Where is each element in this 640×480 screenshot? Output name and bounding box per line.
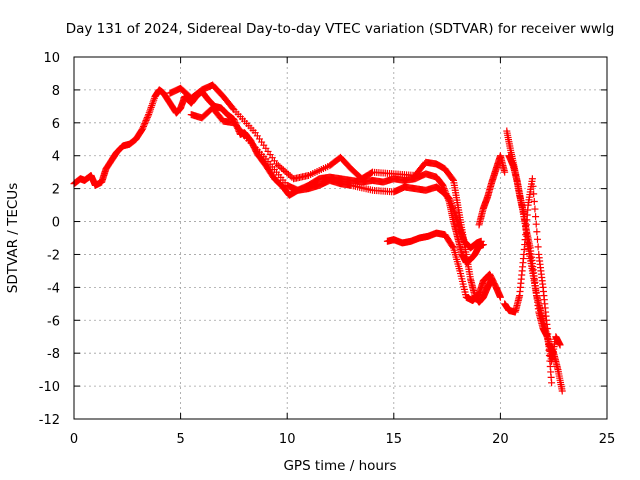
data-point xyxy=(273,160,281,168)
y-tick-label: -12 xyxy=(39,413,60,428)
x-tick-label: 25 xyxy=(599,432,616,447)
series-track-main xyxy=(70,86,487,267)
data-point xyxy=(276,163,284,171)
data-point xyxy=(141,118,149,126)
data-point xyxy=(279,166,287,174)
data-point xyxy=(284,170,292,178)
data-point xyxy=(142,117,150,125)
y-tick-label: 10 xyxy=(43,51,60,66)
data-point xyxy=(143,114,151,122)
y-tick-label: 4 xyxy=(52,150,60,165)
data-point xyxy=(447,198,455,206)
data-point xyxy=(529,182,537,190)
data-point xyxy=(530,190,538,198)
data-point xyxy=(141,119,149,127)
data-point xyxy=(144,112,152,120)
data-point xyxy=(501,168,509,176)
x-tick-label: 0 xyxy=(70,432,78,447)
data-point xyxy=(451,209,459,217)
data-point xyxy=(533,228,541,236)
data-point xyxy=(534,243,542,251)
y-tick-label: 0 xyxy=(52,216,60,231)
y-tick-label: 8 xyxy=(52,84,60,99)
data-point xyxy=(139,124,147,132)
data-point xyxy=(283,169,291,177)
data-point xyxy=(239,131,247,139)
data-point xyxy=(448,203,456,211)
data-point xyxy=(229,104,237,112)
x-tick-label: 20 xyxy=(492,432,509,447)
data-point xyxy=(450,206,458,214)
series-track-rise xyxy=(475,152,509,229)
data-point xyxy=(445,195,453,203)
data-point xyxy=(439,181,447,189)
x-tick-label: 15 xyxy=(386,432,403,447)
data-point xyxy=(447,199,455,207)
data-point xyxy=(449,204,457,212)
data-point xyxy=(140,122,148,130)
data-point xyxy=(450,208,458,216)
y-tick-label: -2 xyxy=(47,248,60,263)
axis-ticks: 0 5 10 15 20 25 -12 -10 -8 -6 -4 -2 0 2 4 6 8 10 xyxy=(39,51,616,447)
data-point xyxy=(449,175,457,183)
plot-frame xyxy=(73,56,608,420)
data-point xyxy=(556,341,564,349)
data-point xyxy=(496,293,504,301)
data-point xyxy=(448,201,456,209)
y-tick-label: -8 xyxy=(47,347,60,362)
y-tick-label: 2 xyxy=(52,183,60,198)
data-point xyxy=(274,161,282,169)
data-marks xyxy=(70,81,566,395)
data-point xyxy=(278,164,286,172)
x-tick-label: 10 xyxy=(279,432,296,447)
x-axis-label: GPS time / hours xyxy=(283,458,396,474)
series-track-tail-c xyxy=(501,175,556,387)
data-point xyxy=(533,235,541,243)
data-point xyxy=(531,205,539,213)
data-point xyxy=(446,196,454,204)
data-point xyxy=(548,379,556,387)
data-point xyxy=(286,172,294,180)
chart-title: Day 131 of 2024, Sidereal Day-to-day VTE… xyxy=(66,21,615,37)
y-axis-label: SDTVAR / TECUs xyxy=(5,183,21,293)
data-point xyxy=(532,213,540,221)
series-track-tail-b xyxy=(505,152,564,365)
series-track-dip xyxy=(383,229,504,305)
y-tick-label: -6 xyxy=(47,314,60,329)
data-point xyxy=(138,125,146,133)
y-tick-label: -10 xyxy=(39,380,60,395)
data-point xyxy=(140,121,148,129)
data-point xyxy=(281,167,289,175)
series-track-upper xyxy=(166,81,496,306)
data-point xyxy=(528,175,536,183)
data-point xyxy=(477,237,485,245)
series-track-lower xyxy=(187,104,485,252)
data-point xyxy=(143,115,151,123)
y-tick-label: 6 xyxy=(52,117,60,132)
data-point xyxy=(288,173,296,181)
y-tick-label: -4 xyxy=(47,281,60,296)
data-point xyxy=(449,243,457,251)
x-tick-label: 5 xyxy=(176,432,184,447)
data-point xyxy=(530,197,538,205)
data-point xyxy=(558,387,566,395)
data-point xyxy=(532,220,540,228)
